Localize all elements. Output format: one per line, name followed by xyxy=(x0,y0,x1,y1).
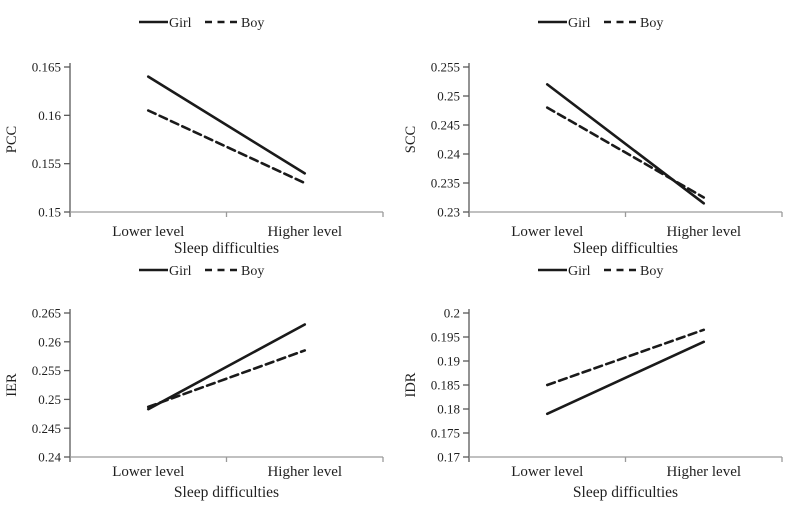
y-tick-label: 0.255 xyxy=(32,363,61,378)
y-tick-label: 0.255 xyxy=(431,60,460,75)
y-tick-label: 0.19 xyxy=(437,354,460,369)
series-line-boy xyxy=(146,109,307,185)
x-category-label: Lower level xyxy=(112,224,184,240)
y-tick-label: 0.25 xyxy=(437,89,460,104)
x-axis-title: Sleep difficulties xyxy=(573,240,678,256)
series-line-girl xyxy=(146,323,307,411)
legend-boy-label: Boy xyxy=(640,16,663,31)
y-tick-label: 0.23 xyxy=(437,205,460,220)
series-line-girl xyxy=(146,75,307,175)
panel-ier-chart: Girl Boy 0.265 0.26 0.255 0.25 0.245 0.24 IER Low… xyxy=(4,264,384,501)
panel-scc-chart: Girl Boy 0.255 0.25 0.245 0.24 0.235 0.23 SCC Low… xyxy=(403,16,783,256)
series-line-boy xyxy=(146,349,307,409)
series-line-girl xyxy=(545,340,706,416)
legend-girl-label: Girl xyxy=(169,264,192,279)
x-category-label: Higher level xyxy=(666,464,741,480)
x-category-label: Lower level xyxy=(511,464,583,480)
y-tick-label: 0.17 xyxy=(437,450,460,465)
series-line-boy xyxy=(545,328,706,387)
x-axis-title: Sleep difficulties xyxy=(573,484,678,501)
y-tick-label: 0.24 xyxy=(38,450,61,465)
y-axis-title: SCC xyxy=(403,126,419,153)
y-tick-label: 0.185 xyxy=(431,378,460,393)
y-tick-label: 0.155 xyxy=(32,156,61,171)
series-line-boy xyxy=(545,106,706,199)
y-tick-label: 0.25 xyxy=(38,392,61,407)
legend-girl-label: Girl xyxy=(568,264,591,279)
y-tick-label: 0.15 xyxy=(38,205,61,220)
y-tick-label: 0.245 xyxy=(431,118,460,133)
y-tick-label: 0.195 xyxy=(431,330,460,345)
y-tick-label: 0.18 xyxy=(437,402,460,417)
x-category-label: Higher level xyxy=(267,224,342,240)
legend-boy-label: Boy xyxy=(241,16,264,31)
y-tick-label: 0.16 xyxy=(38,108,61,123)
legend-girl-label: Girl xyxy=(169,16,192,31)
x-category-label: Higher level xyxy=(267,464,342,480)
panel-pcc-chart: Girl Boy 0.165 0.16 0.155 0.15 PCC Lower level H… xyxy=(4,16,384,256)
x-category-label: Higher level xyxy=(666,224,741,240)
y-axis-title: IER xyxy=(4,373,20,397)
y-tick-label: 0.26 xyxy=(38,334,61,349)
x-axis-title: Sleep difficulties xyxy=(174,484,279,501)
y-tick-label: 0.2 xyxy=(444,306,460,321)
x-axis-title: Sleep difficulties xyxy=(174,240,279,256)
y-tick-label: 0.24 xyxy=(437,147,460,162)
y-tick-label: 0.265 xyxy=(32,306,61,321)
y-axis-title: IDR xyxy=(403,372,419,397)
y-axis-title: PCC xyxy=(4,126,20,153)
y-tick-label: 0.235 xyxy=(431,176,460,191)
x-category-label: Lower level xyxy=(511,224,583,240)
legend-boy-label: Boy xyxy=(640,264,663,279)
y-tick-label: 0.245 xyxy=(32,421,61,436)
panel-idr-chart: Girl Boy 0.2 0.195 0.19 0.185 0.18 0.175 0.17 IDR… xyxy=(403,264,783,501)
y-tick-label: 0.165 xyxy=(32,60,61,75)
y-tick-label: 0.175 xyxy=(431,426,460,441)
legend-boy-label: Boy xyxy=(241,264,264,279)
x-category-label: Lower level xyxy=(112,464,184,480)
legend-girl-label: Girl xyxy=(568,16,591,31)
